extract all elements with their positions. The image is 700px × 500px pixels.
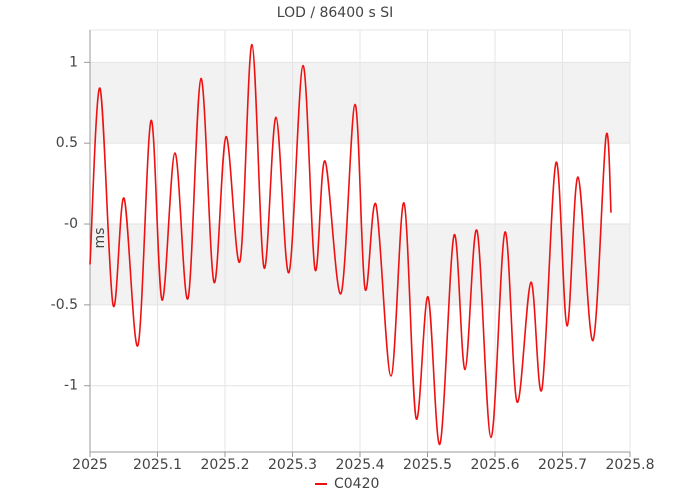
x-tick-label: 2025.2 [201, 457, 250, 473]
x-tick-label: 2025 [72, 457, 108, 473]
chart-title: LOD / 86400 s SI [277, 5, 393, 21]
x-tick-label: 2025.6 [471, 457, 520, 473]
y-tick-label: -0 [64, 216, 78, 232]
y-tick-label: -0.5 [51, 297, 78, 313]
x-tick-label: 2025.5 [403, 457, 452, 473]
x-tick-label: 2025.8 [606, 457, 655, 473]
y-tick-label: 1 [69, 54, 78, 70]
y-tick-label: -1 [64, 378, 78, 394]
x-tick-label: 2025.4 [336, 457, 385, 473]
y-tick-label: 0.5 [56, 135, 78, 151]
legend-label: C0420 [334, 476, 379, 492]
legend: C0420 [315, 476, 379, 492]
data-line [89, 43, 612, 445]
y-axis-label: ms [92, 228, 108, 249]
x-tick-label: 2025.3 [268, 457, 317, 473]
x-tick-label: 2025.1 [133, 457, 182, 473]
x-tick-label: 2025.7 [538, 457, 587, 473]
